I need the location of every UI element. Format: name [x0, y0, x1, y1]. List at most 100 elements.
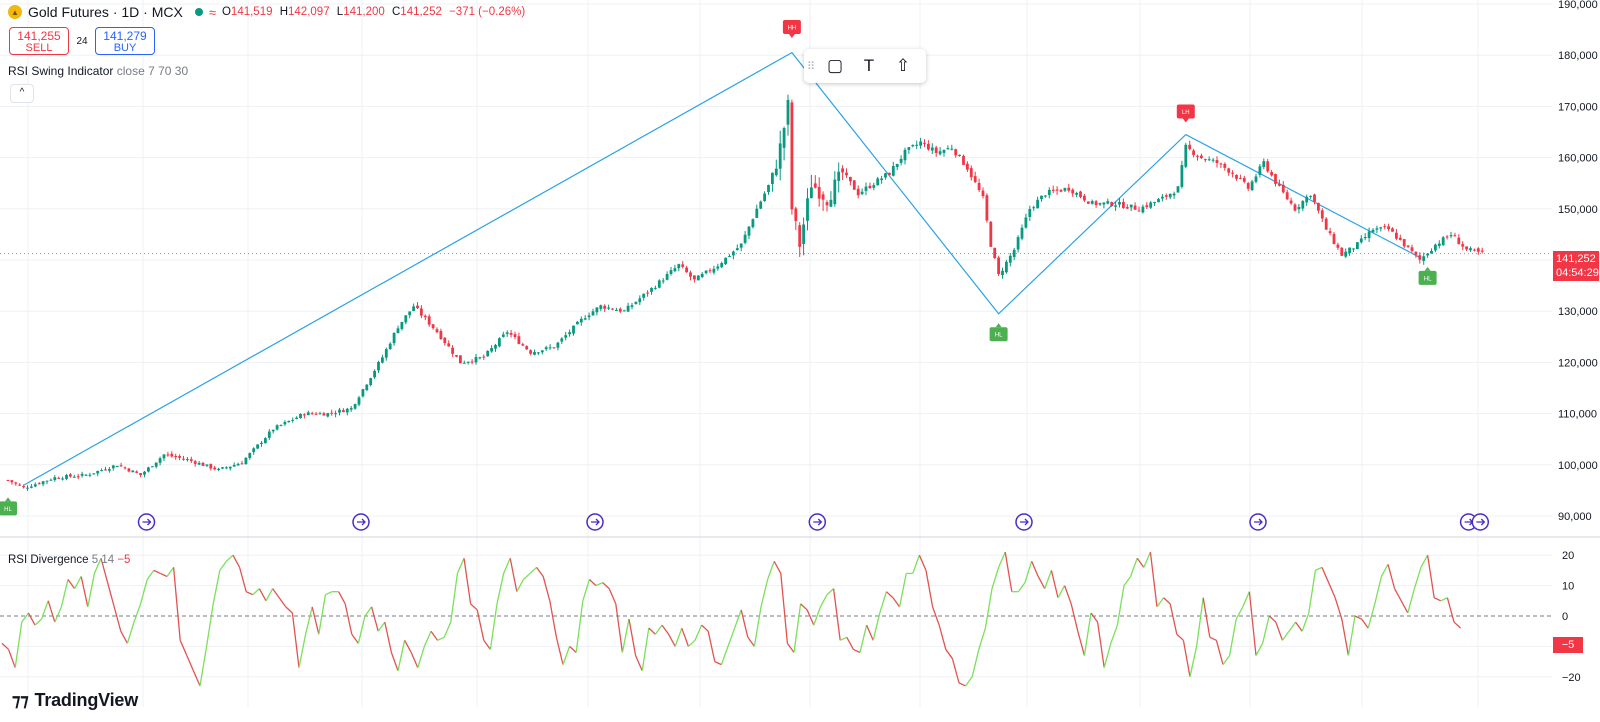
candle-body [232, 464, 236, 467]
rsi-segment [760, 579, 769, 608]
rsi-segment [753, 606, 762, 647]
candle-body [349, 408, 353, 410]
candle-body [739, 243, 743, 248]
candle-body [958, 154, 961, 156]
rsi-segment [846, 636, 854, 650]
candle-body [1410, 247, 1414, 252]
candle-body [1149, 202, 1153, 208]
candle-body [400, 321, 404, 329]
candle-body [30, 486, 33, 488]
sell-button[interactable]: 141,255 SELL [9, 27, 69, 55]
rsi-segment [93, 557, 102, 574]
rsi-segment [311, 606, 320, 635]
arrow-up-tool-icon[interactable]: ⇧ [895, 56, 911, 75]
drag-handle-icon[interactable]: ⠿ [806, 60, 816, 73]
candle-body [459, 355, 462, 364]
candle-body [654, 287, 657, 289]
candle-body [1457, 237, 1461, 245]
tradingview-logo[interactable]: ⁊⁊ TradingView [12, 690, 139, 710]
rsi-segment [1163, 597, 1171, 605]
candle-body [708, 270, 712, 272]
candle-body [1196, 155, 1199, 157]
candle-body [681, 264, 685, 267]
candle-body [856, 188, 860, 196]
candle-body [443, 337, 447, 344]
candle-body [135, 471, 139, 473]
candle-body [927, 143, 930, 150]
candle-body [111, 465, 115, 469]
rsi-segment [1037, 576, 1046, 589]
swing-label-pointer [788, 34, 795, 39]
candle-body [213, 467, 217, 470]
candle-body [244, 457, 248, 465]
candle-body [306, 412, 310, 416]
rsi-segment [635, 655, 643, 671]
rectangle-tool-icon[interactable]: ▢ [826, 56, 844, 75]
rsi-segment [588, 579, 597, 587]
candle-body [1168, 193, 1172, 198]
candle-body [997, 257, 1000, 275]
swing-label: LH [1176, 104, 1195, 123]
rsi-segment [1222, 655, 1231, 666]
candle-body [1422, 256, 1426, 261]
rsi-segment [34, 618, 43, 626]
candle-body [69, 474, 72, 477]
candle-body [1075, 192, 1078, 195]
candle-body [252, 448, 256, 453]
rsi-segment [912, 554, 921, 574]
gold-coin-icon: ▲ [8, 5, 22, 19]
candle-body [634, 301, 638, 304]
candle-body [1379, 227, 1383, 229]
candle-body [330, 412, 334, 414]
text-tool-icon[interactable]: T [863, 56, 875, 75]
candle-body [423, 315, 427, 318]
rsi-segment [951, 658, 960, 684]
buy-button[interactable]: 141,279 BUY [95, 27, 155, 55]
rsi-segment [1044, 570, 1053, 589]
candle-body [14, 482, 18, 484]
rsi-segment [1275, 621, 1284, 641]
candle-body [186, 459, 189, 461]
candle-body [1040, 195, 1043, 200]
candle-body [1242, 177, 1246, 182]
candle-body [712, 268, 716, 273]
candle-body [1219, 163, 1223, 165]
candle-body [61, 478, 64, 480]
rsi-segment [120, 630, 128, 644]
candle-body [388, 343, 392, 350]
rsi-segment [965, 676, 973, 687]
candle-body [568, 332, 571, 335]
candle-body [404, 315, 408, 323]
rsi-segment [747, 636, 755, 647]
rsi-segment [166, 566, 175, 577]
candle-body [1192, 150, 1195, 155]
candle-body [470, 361, 474, 363]
indicator-rsi-divergence[interactable]: RSI Divergence 5 14 −5 [8, 554, 130, 566]
candle-body [1430, 250, 1433, 254]
symbol-title[interactable]: Gold Futures · 1D · MCX [28, 4, 183, 20]
candle-body [525, 346, 529, 350]
rsi-segment [687, 639, 696, 647]
price-axis-label: 170,000 [1558, 101, 1598, 113]
candle-body [950, 148, 954, 150]
rsi-segment [1057, 585, 1066, 599]
collapse-chevron-icon[interactable]: ^ [10, 84, 34, 103]
tradingview-mark-icon: ⁊⁊ [12, 690, 29, 710]
rsi-segment [1242, 591, 1250, 608]
candle-body [1044, 195, 1047, 197]
candle-body [119, 465, 123, 467]
candle-body [771, 172, 774, 184]
candle-body [1441, 237, 1445, 246]
candle-body [860, 191, 864, 194]
candle-body [310, 413, 314, 415]
rsi-segment [542, 576, 551, 601]
candle-body [166, 454, 170, 456]
rsi-segment [456, 557, 465, 574]
indicator-rsi-swing[interactable]: RSI Swing Indicator close 7 70 30 [8, 64, 188, 78]
rsi-segment [1301, 612, 1310, 632]
candle-body [802, 224, 805, 244]
candle-body [1203, 159, 1207, 161]
grid-lines [0, 0, 1600, 707]
market-open-dot-icon [194, 8, 203, 16]
